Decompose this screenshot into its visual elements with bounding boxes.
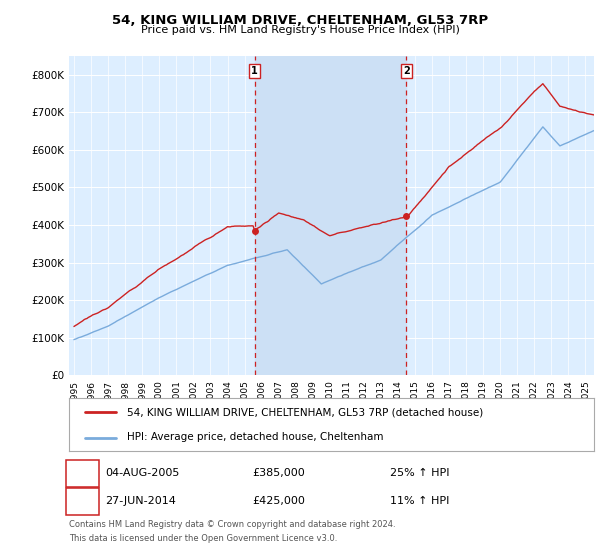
Text: £385,000: £385,000 [252, 468, 305, 478]
Bar [254, 56, 406, 375]
Text: £425,000: £425,000 [252, 496, 305, 506]
Text: 2: 2 [79, 496, 86, 506]
Text: 25% ↑ HPI: 25% ↑ HPI [390, 468, 449, 478]
Text: 1: 1 [79, 468, 86, 478]
Text: Price paid vs. HM Land Registry's House Price Index (HPI): Price paid vs. HM Land Registry's House … [140, 25, 460, 35]
Text: 54, KING WILLIAM DRIVE, CHELTENHAM, GL53 7RP (detached house): 54, KING WILLIAM DRIVE, CHELTENHAM, GL53… [127, 408, 483, 418]
Text: HPI: Average price, detached house, Cheltenham: HPI: Average price, detached house, Chel… [127, 432, 383, 442]
Text: 27-JUN-2014: 27-JUN-2014 [105, 496, 176, 506]
Text: 2: 2 [403, 66, 410, 76]
Text: Contains HM Land Registry data © Crown copyright and database right 2024.: Contains HM Land Registry data © Crown c… [69, 520, 395, 529]
Text: 54, KING WILLIAM DRIVE, CHELTENHAM, GL53 7RP: 54, KING WILLIAM DRIVE, CHELTENHAM, GL53… [112, 14, 488, 27]
Text: 1: 1 [251, 66, 258, 76]
Text: This data is licensed under the Open Government Licence v3.0.: This data is licensed under the Open Gov… [69, 534, 337, 543]
Text: 04-AUG-2005: 04-AUG-2005 [105, 468, 179, 478]
Text: 11% ↑ HPI: 11% ↑ HPI [390, 496, 449, 506]
